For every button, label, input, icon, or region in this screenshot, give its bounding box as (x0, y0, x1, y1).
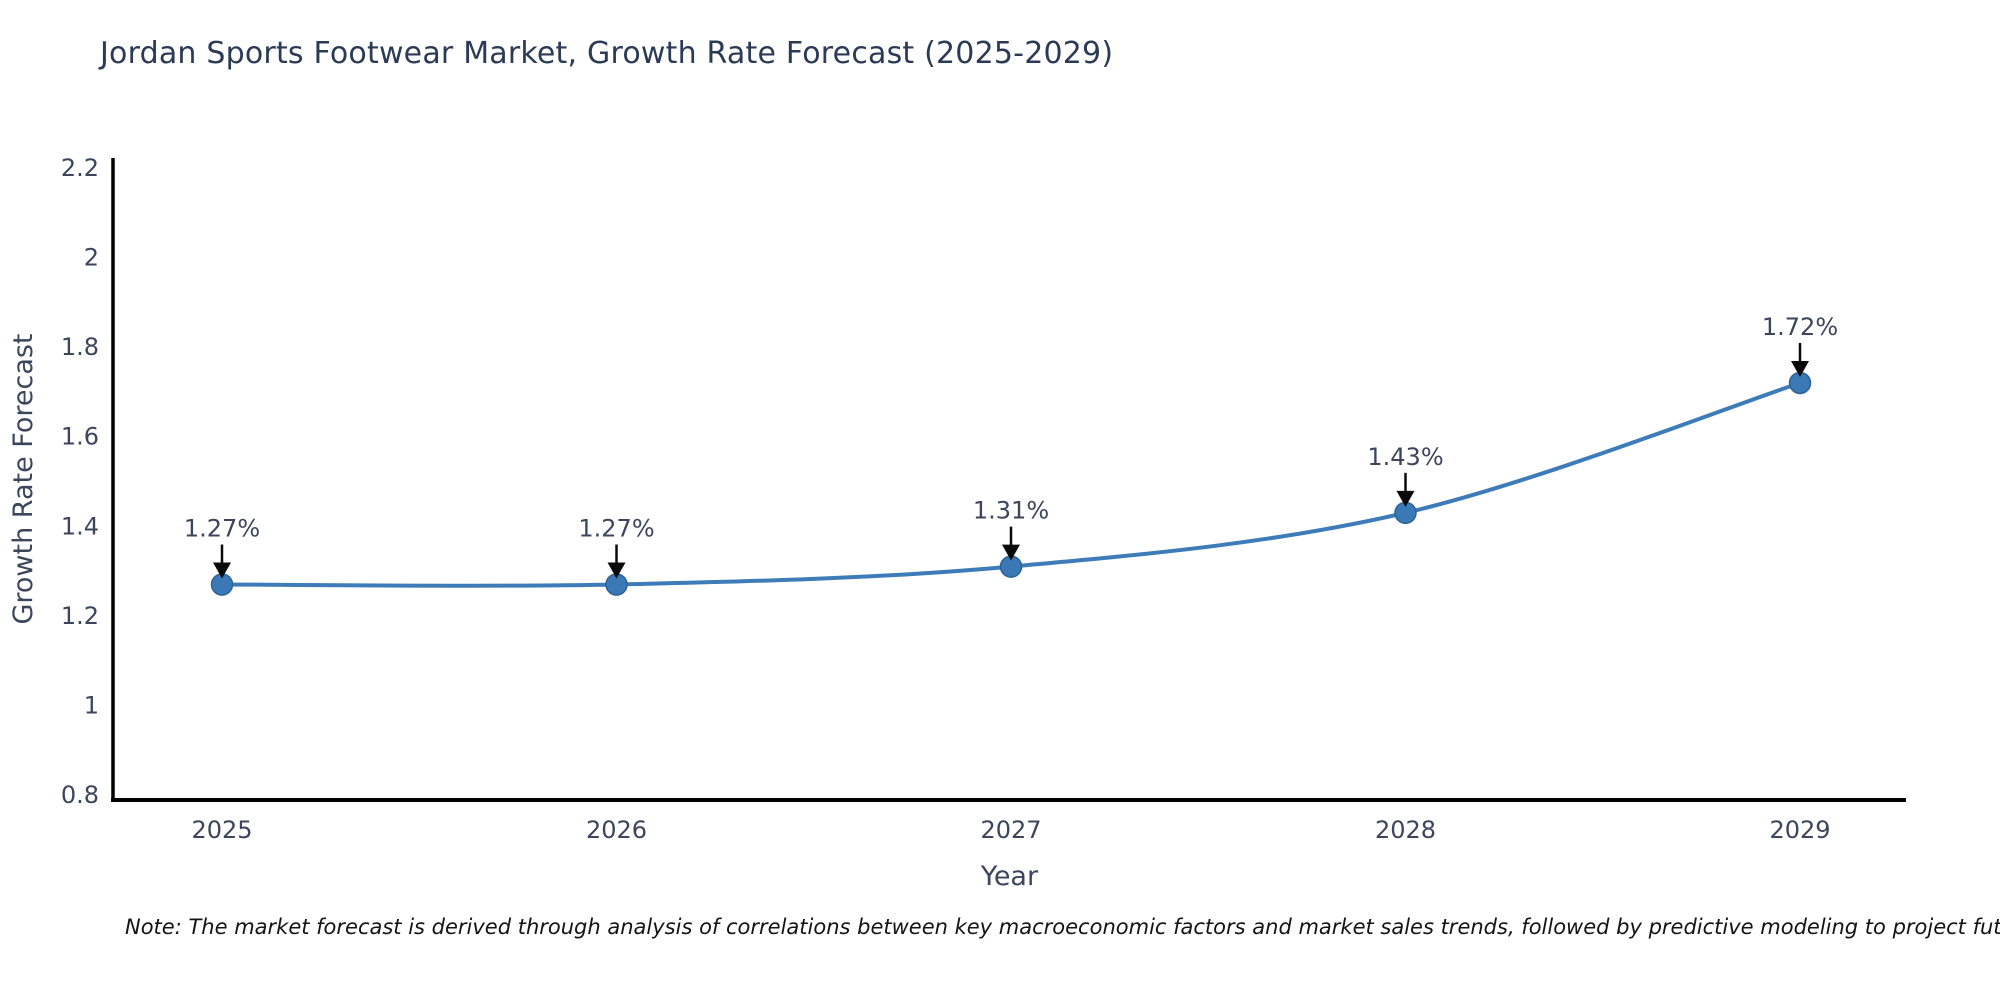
x-tick-label: 2027 (980, 816, 1041, 844)
annotation-arrowhead (1396, 490, 1415, 507)
y-tick-label: 1.6 (61, 423, 99, 451)
annotation-arrowhead (1791, 360, 1809, 377)
y-axis-title: Growth Rate Forecast (8, 333, 39, 624)
y-tick-label: 1.4 (61, 512, 99, 540)
y-tick-label: 1.8 (61, 333, 99, 361)
x-tick-label: 2029 (1769, 816, 1830, 844)
annotation-arrowhead (213, 562, 231, 579)
annotation-label: 1.27% (184, 515, 260, 543)
y-tick-label: 2.2 (61, 154, 99, 182)
y-tick-label: 1.2 (61, 602, 99, 630)
annotation-arrowhead (1002, 544, 1020, 561)
x-tick-label: 2025 (191, 816, 252, 844)
annotation-label: 1.31% (973, 497, 1049, 525)
y-tick-label: 0.8 (61, 781, 99, 809)
y-tick-label: 2 (84, 244, 99, 272)
chart-title: Jordan Sports Footwear Market, Growth Ra… (100, 36, 1114, 71)
x-tick-label: 2026 (586, 816, 647, 844)
footnote: Note: The market forecast is derived thr… (125, 915, 2000, 939)
y-tick-label: 1 (84, 691, 99, 719)
annotation-label: 1.72% (1762, 313, 1838, 341)
annotation-label: 1.43% (1367, 443, 1443, 471)
annotation-arrowhead (607, 562, 626, 579)
x-axis-title: Year (980, 861, 1039, 892)
annotation-label: 1.27% (578, 515, 654, 543)
x-tick-label: 2028 (1375, 816, 1436, 844)
